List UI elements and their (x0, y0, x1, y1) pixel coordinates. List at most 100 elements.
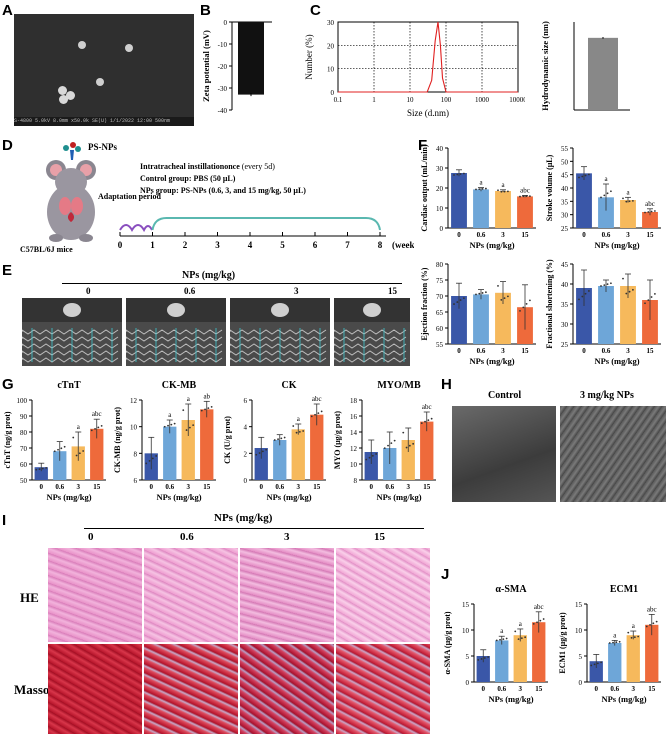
data-point (596, 662, 599, 665)
data-point (277, 438, 279, 441)
echo-dose-0.6: 0.6 (184, 286, 196, 296)
bar-0 (364, 452, 378, 480)
panel-label-h: H (441, 376, 452, 393)
panel-label-i: I (2, 512, 7, 529)
adaptation-label: Adaptation period (98, 192, 161, 201)
x-axis-label: NPs (mg/kg) (469, 356, 514, 366)
data-point (529, 195, 531, 197)
x-tick-label: 0 (582, 231, 586, 239)
echo-image-0 (21, 298, 122, 366)
data-point (424, 420, 426, 423)
data-point (625, 292, 628, 295)
data-point (420, 422, 423, 425)
x-axis-label: NPs (mg/kg) (601, 694, 646, 704)
data-point (497, 285, 499, 287)
data-point (529, 299, 531, 302)
echo-image-15 (333, 298, 410, 366)
data-point (495, 639, 498, 642)
echo-wall-trace (21, 336, 119, 342)
y-tick-label: 10 (327, 66, 335, 74)
bar-0.6 (163, 426, 177, 480)
data-point (525, 302, 528, 305)
y-tick-label: 14 (350, 429, 358, 437)
masson-image-0.6 (144, 644, 238, 734)
data-point (655, 620, 658, 623)
x-tick-label: 0 (582, 347, 586, 355)
x-tick-label: 1 (372, 96, 376, 104)
data-point (536, 621, 538, 624)
data-point (628, 290, 631, 293)
echo-dose-3: 3 (294, 286, 299, 296)
exposure-brace (151, 217, 381, 231)
data-point (298, 430, 301, 433)
y-tick-label: 40 (436, 145, 444, 153)
data-point (155, 455, 158, 457)
x-tick-label: 15 (647, 347, 655, 355)
x-tick-label: 0 (40, 483, 44, 491)
panel-label-c: C (310, 2, 321, 19)
he-image-0 (48, 548, 142, 642)
bar-0 (576, 288, 592, 344)
x-axis-label: NPs (mg/kg) (376, 492, 421, 502)
y-axis-label: α-SMA (μg/g prot) (443, 611, 452, 674)
significance-label: abc (92, 410, 102, 418)
x-tick-label: 0.6 (165, 483, 174, 491)
y-tick-label: 45 (561, 172, 569, 180)
echo-panel: NPs (mg/kg) 0 0.6 3 15 (21, 270, 412, 370)
x-tick-label: 3 (187, 483, 191, 491)
nanoparticle (58, 86, 67, 95)
bar-3 (495, 292, 511, 344)
bar-3 (620, 200, 636, 228)
data-point (41, 467, 44, 470)
data-point (647, 211, 650, 213)
data-point (584, 292, 587, 295)
data-point (654, 210, 656, 212)
data-point (520, 637, 523, 640)
significance-label: a (479, 179, 483, 187)
bar-15 (517, 196, 533, 228)
x-axis-label: NPs (mg/kg) (488, 694, 533, 704)
x-tick-label: 0.6 (55, 483, 64, 491)
data-point (622, 277, 624, 280)
data-point (430, 417, 433, 420)
y-tick-label: 30 (561, 321, 569, 329)
data-point (505, 637, 508, 640)
he-image-15 (336, 548, 430, 642)
row-label-masson: Masson (14, 682, 57, 697)
data-point (163, 425, 166, 428)
y-tick-label: 20 (436, 185, 444, 193)
bar-15 (310, 414, 324, 480)
y-tick-label: 5 (579, 653, 583, 661)
data-point (606, 192, 609, 195)
masson-image-0 (48, 644, 142, 734)
he-image-3 (240, 548, 334, 642)
data-point (650, 210, 653, 213)
data-point (427, 419, 430, 422)
ps-nps-label: PS-NPs (88, 142, 117, 152)
bar-3 (495, 191, 511, 228)
data-point (200, 409, 203, 412)
x-tick-label: 15 (522, 347, 530, 355)
y-axis-label: cTnT (ng/g prot) (3, 411, 12, 468)
bar-0.6 (273, 440, 287, 480)
data-point (273, 439, 276, 441)
y-tick-label: 35 (561, 301, 569, 309)
bar-15 (90, 428, 104, 480)
data-point (632, 288, 634, 291)
data-point (38, 468, 41, 470)
data-point (637, 635, 640, 638)
row-label-he: HE (20, 590, 39, 605)
data-point (519, 195, 521, 198)
echo-wall-trace (125, 329, 223, 335)
echo-trace (333, 303, 410, 366)
panel-label-g: G (2, 376, 14, 393)
data-point (590, 664, 593, 667)
significance-label: a (500, 627, 504, 635)
bar-3 (620, 286, 636, 344)
he-image-0.6 (144, 548, 238, 642)
nanoparticle (78, 41, 86, 49)
significance-label: a (501, 181, 505, 189)
chart-c-right: Hydrodynamic size (nm) (540, 21, 630, 111)
data-point (600, 196, 602, 199)
